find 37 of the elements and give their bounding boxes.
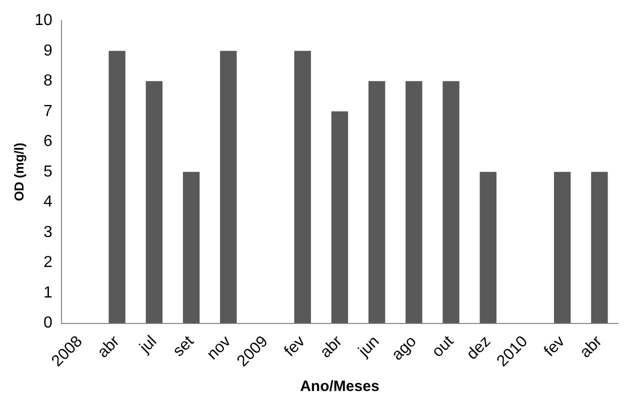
y-tick-label: 2 <box>43 254 52 272</box>
bar <box>108 50 126 324</box>
x-tick-label: set <box>170 332 198 360</box>
bar <box>442 81 460 324</box>
bar <box>294 50 311 324</box>
y-tick-label: 4 <box>43 194 52 211</box>
y-tick-label: 0 <box>43 314 52 332</box>
bar <box>220 50 237 324</box>
x-tick-label: abr <box>94 332 124 362</box>
x-tick-label: fev <box>281 332 309 360</box>
bar <box>554 172 571 324</box>
y-tick-label: 3 <box>43 224 52 241</box>
y-tick-label: 8 <box>43 72 52 90</box>
y-tick-label: 10 <box>34 12 52 30</box>
bar <box>591 172 608 324</box>
x-tick-label: jun <box>354 332 383 361</box>
y-tick-label: 7 <box>43 102 52 120</box>
bar <box>368 81 386 324</box>
x-tick-label: ago <box>388 332 420 364</box>
y-axis-title: OD (mg/l) <box>11 142 26 202</box>
x-tick-label: nov <box>204 332 234 364</box>
y-tick-label: 5 <box>43 163 52 180</box>
x-tick-label: dez <box>464 332 494 364</box>
x-tick-label: out <box>429 332 458 361</box>
x-tick-label: abr <box>317 332 346 362</box>
y-tick-label: 9 <box>43 42 52 60</box>
x-tick-label: fev <box>541 332 568 360</box>
bar <box>182 172 200 324</box>
x-tick-label: abr <box>577 332 606 362</box>
bar <box>331 111 348 324</box>
y-tick-label: 1 <box>43 284 52 302</box>
bar <box>480 172 496 324</box>
bar <box>146 81 163 324</box>
x-tick-label: jul <box>136 332 160 358</box>
bar <box>406 81 422 324</box>
x-axis-title: Ano/Meses <box>300 378 380 396</box>
y-tick-label: 6 <box>43 133 52 150</box>
